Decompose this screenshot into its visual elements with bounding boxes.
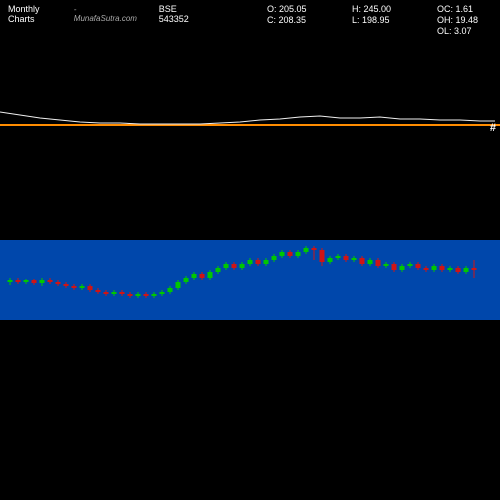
chart-source: - MunafaSutra.com xyxy=(74,5,139,23)
stats-row-1: O: 205.05 H: 245.00 OC: 1.61 xyxy=(267,4,492,14)
stats-row-3: OL: 3.07 xyxy=(267,26,492,36)
header-left: Monthly Charts - MunafaSutra.com BSE 543… xyxy=(8,4,207,24)
stat-ol: OL: 3.07 xyxy=(437,26,492,36)
lower-candlestick-chart xyxy=(0,220,500,340)
upper-line-chart xyxy=(0,40,500,130)
ohlc-stats: O: 205.05 H: 245.00 OC: 1.61 C: 208.35 L… xyxy=(267,4,492,36)
stat-close: C: 208.35 xyxy=(267,15,322,25)
ticker-symbol: BSE 543352 xyxy=(159,4,207,24)
chart-title: Monthly Charts xyxy=(8,4,66,24)
candlestick-svg xyxy=(0,220,500,340)
stat-empty2 xyxy=(352,26,407,36)
stats-row-2: C: 208.35 L: 198.95 OH: 19.48 xyxy=(267,15,492,25)
stat-high: H: 245.00 xyxy=(352,4,407,14)
stat-empty1 xyxy=(267,26,322,36)
stat-open: O: 205.05 xyxy=(267,4,322,14)
hash-marker: # xyxy=(490,122,496,134)
line-chart-svg xyxy=(0,40,500,130)
stat-oh: OH: 19.48 xyxy=(437,15,492,25)
chart-header: Monthly Charts - MunafaSutra.com BSE 543… xyxy=(0,0,500,40)
stat-oc: OC: 1.61 xyxy=(437,4,492,14)
stat-low: L: 198.95 xyxy=(352,15,407,25)
